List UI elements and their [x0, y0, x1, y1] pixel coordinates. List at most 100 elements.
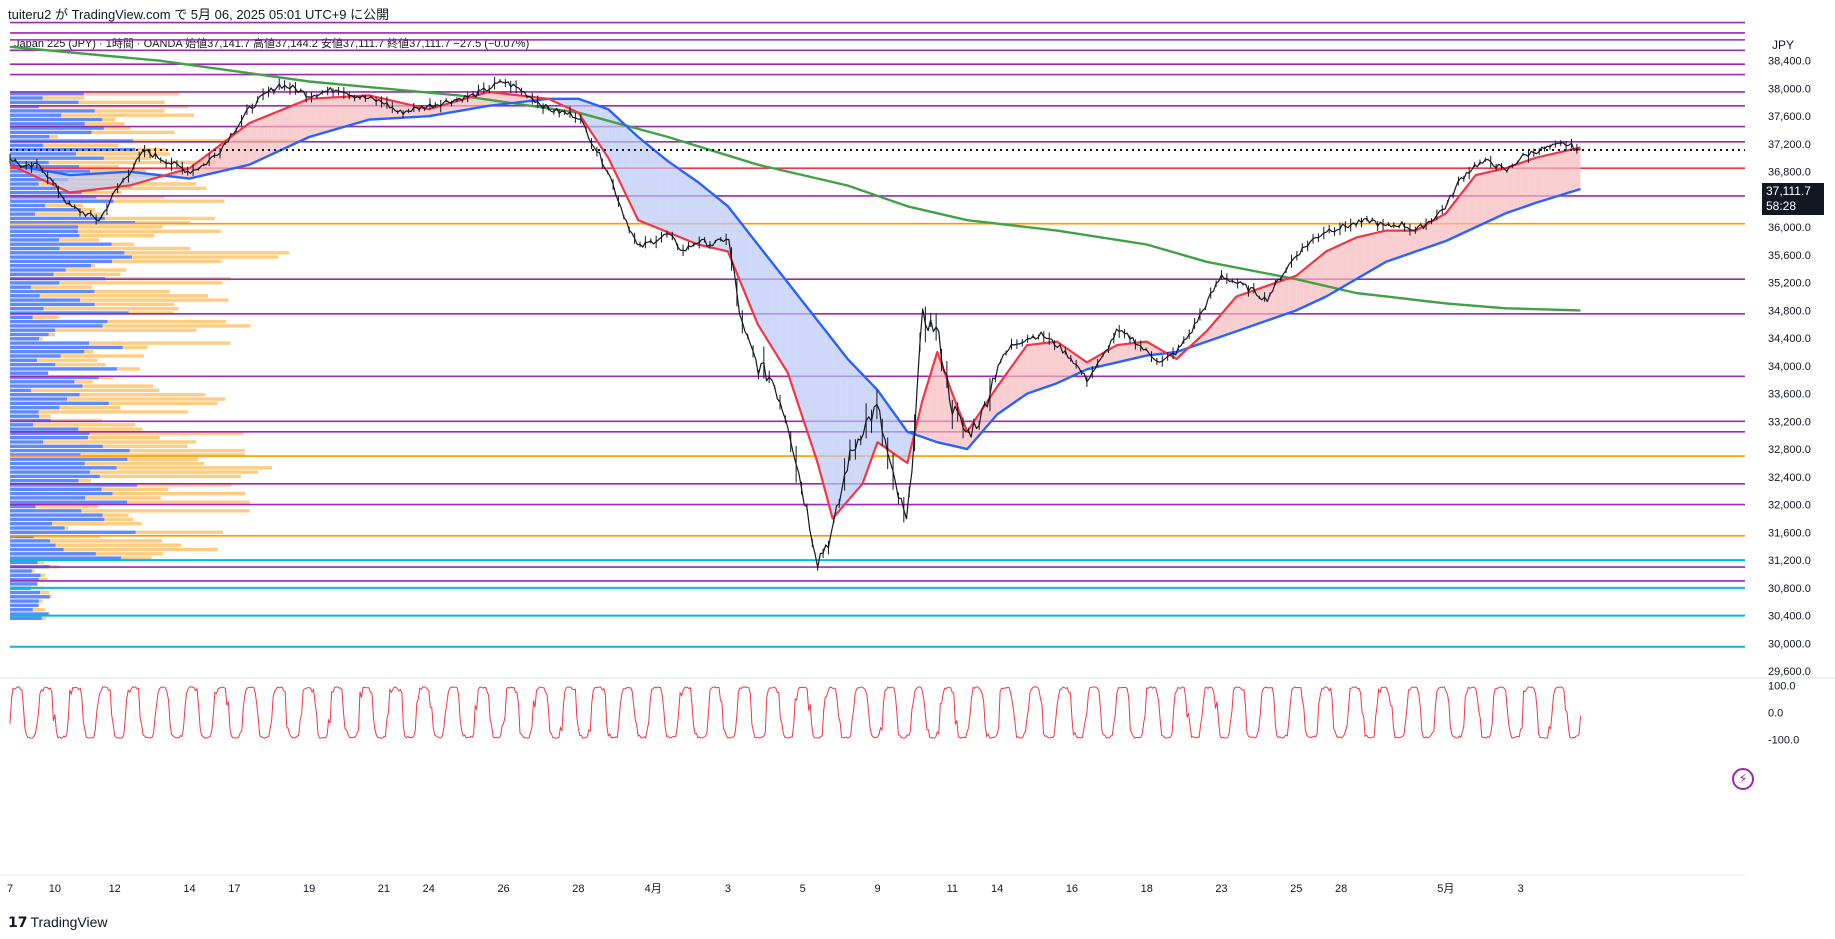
volume-bar-down: [43, 143, 119, 147]
volume-bar-up: [10, 358, 38, 362]
ma-fill-segment: [675, 166, 684, 239]
ma-fill-segment: [1303, 263, 1312, 307]
volume-bar-up: [10, 375, 99, 380]
volume-bar-down: [43, 307, 179, 311]
volume-bar-up: [10, 319, 108, 324]
volume-bar-down: [33, 423, 136, 427]
volume-bar-up: [10, 453, 81, 457]
volume-bar-up: [10, 242, 112, 246]
volume-bar-down: [32, 608, 46, 612]
price-tick-label: 37,200.0: [1768, 139, 1811, 151]
ma-fill-segment: [331, 97, 340, 131]
ma-fill-segment: [780, 273, 788, 373]
time-tick-label: 7: [7, 883, 13, 895]
ma-fill-segment: [690, 176, 699, 245]
volume-bar-down: [55, 543, 182, 547]
ma-fill-segment: [301, 98, 310, 141]
volume-bar-down: [103, 126, 131, 130]
volume-bar-up: [10, 590, 41, 595]
ma-fill-segment: [69, 174, 78, 193]
volume-bar-up: [10, 285, 31, 289]
price-tick-label: 32,800.0: [1768, 444, 1811, 456]
volume-bar-up: [10, 457, 128, 461]
volume-bar-up: [10, 539, 51, 543]
ma-fill-segment: [1430, 217, 1439, 247]
volume-bar-up: [10, 552, 96, 556]
volume-bar-up: [10, 362, 56, 367]
volume-bar-down: [127, 457, 199, 461]
ma-fill-segment: [211, 145, 220, 174]
volume-bar-down: [55, 362, 106, 367]
volume-bar-up: [10, 461, 85, 466]
volume-bar-up: [10, 367, 117, 371]
price-tick-label: 38,400.0: [1768, 56, 1811, 68]
ma-fill-segment: [204, 151, 212, 176]
ma-fill-segment: [1378, 230, 1387, 267]
volume-bar-down: [79, 208, 95, 212]
sma-fast-line: [9, 90, 1581, 520]
time-tick-label: 17: [228, 883, 240, 895]
ma-fill-segment: [488, 91, 497, 106]
ma-fill-segment: [840, 349, 848, 510]
ma-fill-segment: [1363, 234, 1372, 275]
price-series: [9, 76, 1581, 571]
ma-fill-segment: [226, 134, 235, 170]
time-tick-label: 28: [1335, 883, 1347, 895]
volume-bar-down: [98, 375, 114, 380]
volume-bar-down: [53, 272, 121, 276]
time-tick-label: 5月: [1437, 883, 1454, 895]
volume-bar-up: [10, 582, 38, 586]
volume-bar-up: [10, 255, 132, 259]
volume-bar-up: [10, 268, 66, 272]
ma-fill-segment: [802, 301, 811, 441]
volume-bar-down: [94, 289, 170, 294]
volume-bar-down: [59, 238, 100, 242]
bar-countdown: 58:28: [1766, 199, 1797, 213]
volume-bar-up: [10, 135, 50, 139]
ma-fill-segment: [832, 339, 841, 519]
volume-bar-up: [10, 513, 103, 517]
volume-bar-down: [38, 603, 40, 608]
ma-fill-segment: [1445, 203, 1454, 242]
currency-label[interactable]: JPY: [1772, 38, 1795, 52]
volume-bar-up: [10, 195, 97, 199]
volume-profile: [10, 92, 299, 620]
price-tick-label: 32,000.0: [1768, 500, 1811, 512]
ma-fill-segment: [279, 107, 287, 151]
volume-bar-down: [42, 96, 85, 100]
symbol-info: Japan 225 (JPY) · 1時間 · OANDA 始値37,141.7…: [14, 38, 530, 50]
ma-fill-segment: [1049, 341, 1057, 386]
price-tick-label: 32,400.0: [1768, 472, 1811, 484]
volume-bar-up: [10, 504, 36, 509]
alert-button[interactable]: ⚡: [1732, 768, 1754, 790]
ma-fill-segment: [219, 140, 227, 172]
volume-bar-up: [10, 337, 39, 341]
volume-bar-down: [76, 152, 170, 156]
volume-bar-down: [39, 294, 209, 298]
time-tick-label: 24: [423, 883, 435, 895]
volume-bar-down: [85, 496, 161, 500]
ma-fill-segment: [1438, 213, 1446, 244]
volume-bar-down: [39, 414, 51, 418]
volume-bar-up: [10, 139, 134, 143]
ma-fill-segment: [1543, 154, 1551, 201]
volume-bar-down: [49, 595, 52, 599]
volume-bar-down: [78, 225, 163, 229]
ma-fill-segment: [1483, 171, 1491, 224]
tradingview-logo[interactable]: 𝟭𝟳 TradingView: [8, 914, 108, 931]
price-tick-label: 34,400.0: [1768, 333, 1811, 345]
ma-fill-segment: [99, 172, 108, 189]
volume-bar-down: [89, 341, 231, 345]
volume-bar-up: [10, 436, 89, 440]
price-tick-label: 38,000.0: [1768, 83, 1811, 95]
ma-fill-segment: [1460, 184, 1469, 235]
ma-fill-segment: [1064, 346, 1072, 380]
ma-fill-segment: [825, 330, 833, 519]
ma-fill-segment: [256, 117, 265, 162]
ma-fill-segment: [309, 98, 317, 137]
oscillator-line: [9, 686, 1581, 739]
volume-bar-down: [59, 281, 222, 285]
volume-bar-up: [10, 96, 43, 100]
volume-bar-down: [38, 104, 189, 109]
